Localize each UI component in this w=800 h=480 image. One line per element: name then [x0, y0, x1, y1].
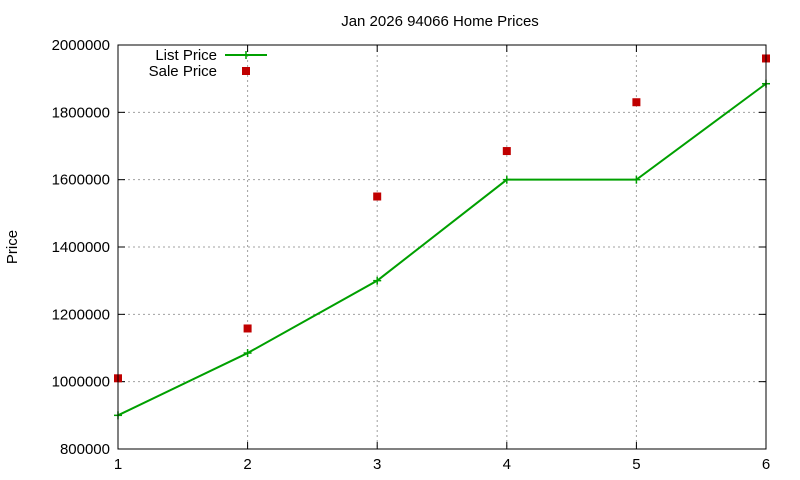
- x-tick-label: 2: [243, 456, 251, 473]
- data-point-sale-price: [243, 324, 252, 333]
- legend-label: Sale Price: [149, 63, 217, 80]
- y-tick-label: 1400000: [52, 239, 110, 256]
- y-axis-label: Price: [4, 230, 21, 264]
- legend-square-swatch: [242, 67, 250, 75]
- y-tick-label: 1800000: [52, 104, 110, 121]
- x-tick-label: 1: [114, 456, 122, 473]
- grid-lines: [118, 45, 766, 449]
- axis-ticks: 800000 1000000 1200000 1400000 1600000 180000…: [52, 37, 771, 473]
- data-point-sale-price: [373, 192, 382, 201]
- y-tick-label: 800000: [60, 441, 110, 458]
- plot-frame: [117, 44, 767, 450]
- legend-label: List Price: [155, 47, 217, 64]
- chart-title: Jan 2026 94066 Home Prices: [341, 13, 539, 30]
- data-point-list-price: [243, 349, 252, 358]
- data-point-sale-price: [502, 147, 511, 156]
- data-point-sale-price: [632, 98, 641, 107]
- x-tick-label: 6: [762, 456, 770, 473]
- data-point-list-price: [502, 175, 511, 184]
- y-tick-label: 1000000: [52, 374, 110, 391]
- x-tick-label: 3: [373, 456, 381, 473]
- series-line-list-price: [117, 82, 767, 417]
- series-layer: [114, 54, 770, 420]
- y-tick-label: 1200000: [52, 306, 110, 323]
- y-tick-label: 1600000: [52, 172, 110, 189]
- x-tick-label: 4: [503, 456, 511, 473]
- data-point-list-price: [373, 276, 382, 285]
- y-tick-label: 2000000: [52, 37, 110, 54]
- data-point-list-price: [632, 175, 641, 184]
- x-tick-label: 5: [632, 456, 640, 473]
- legend-plus-swatch: [242, 51, 250, 59]
